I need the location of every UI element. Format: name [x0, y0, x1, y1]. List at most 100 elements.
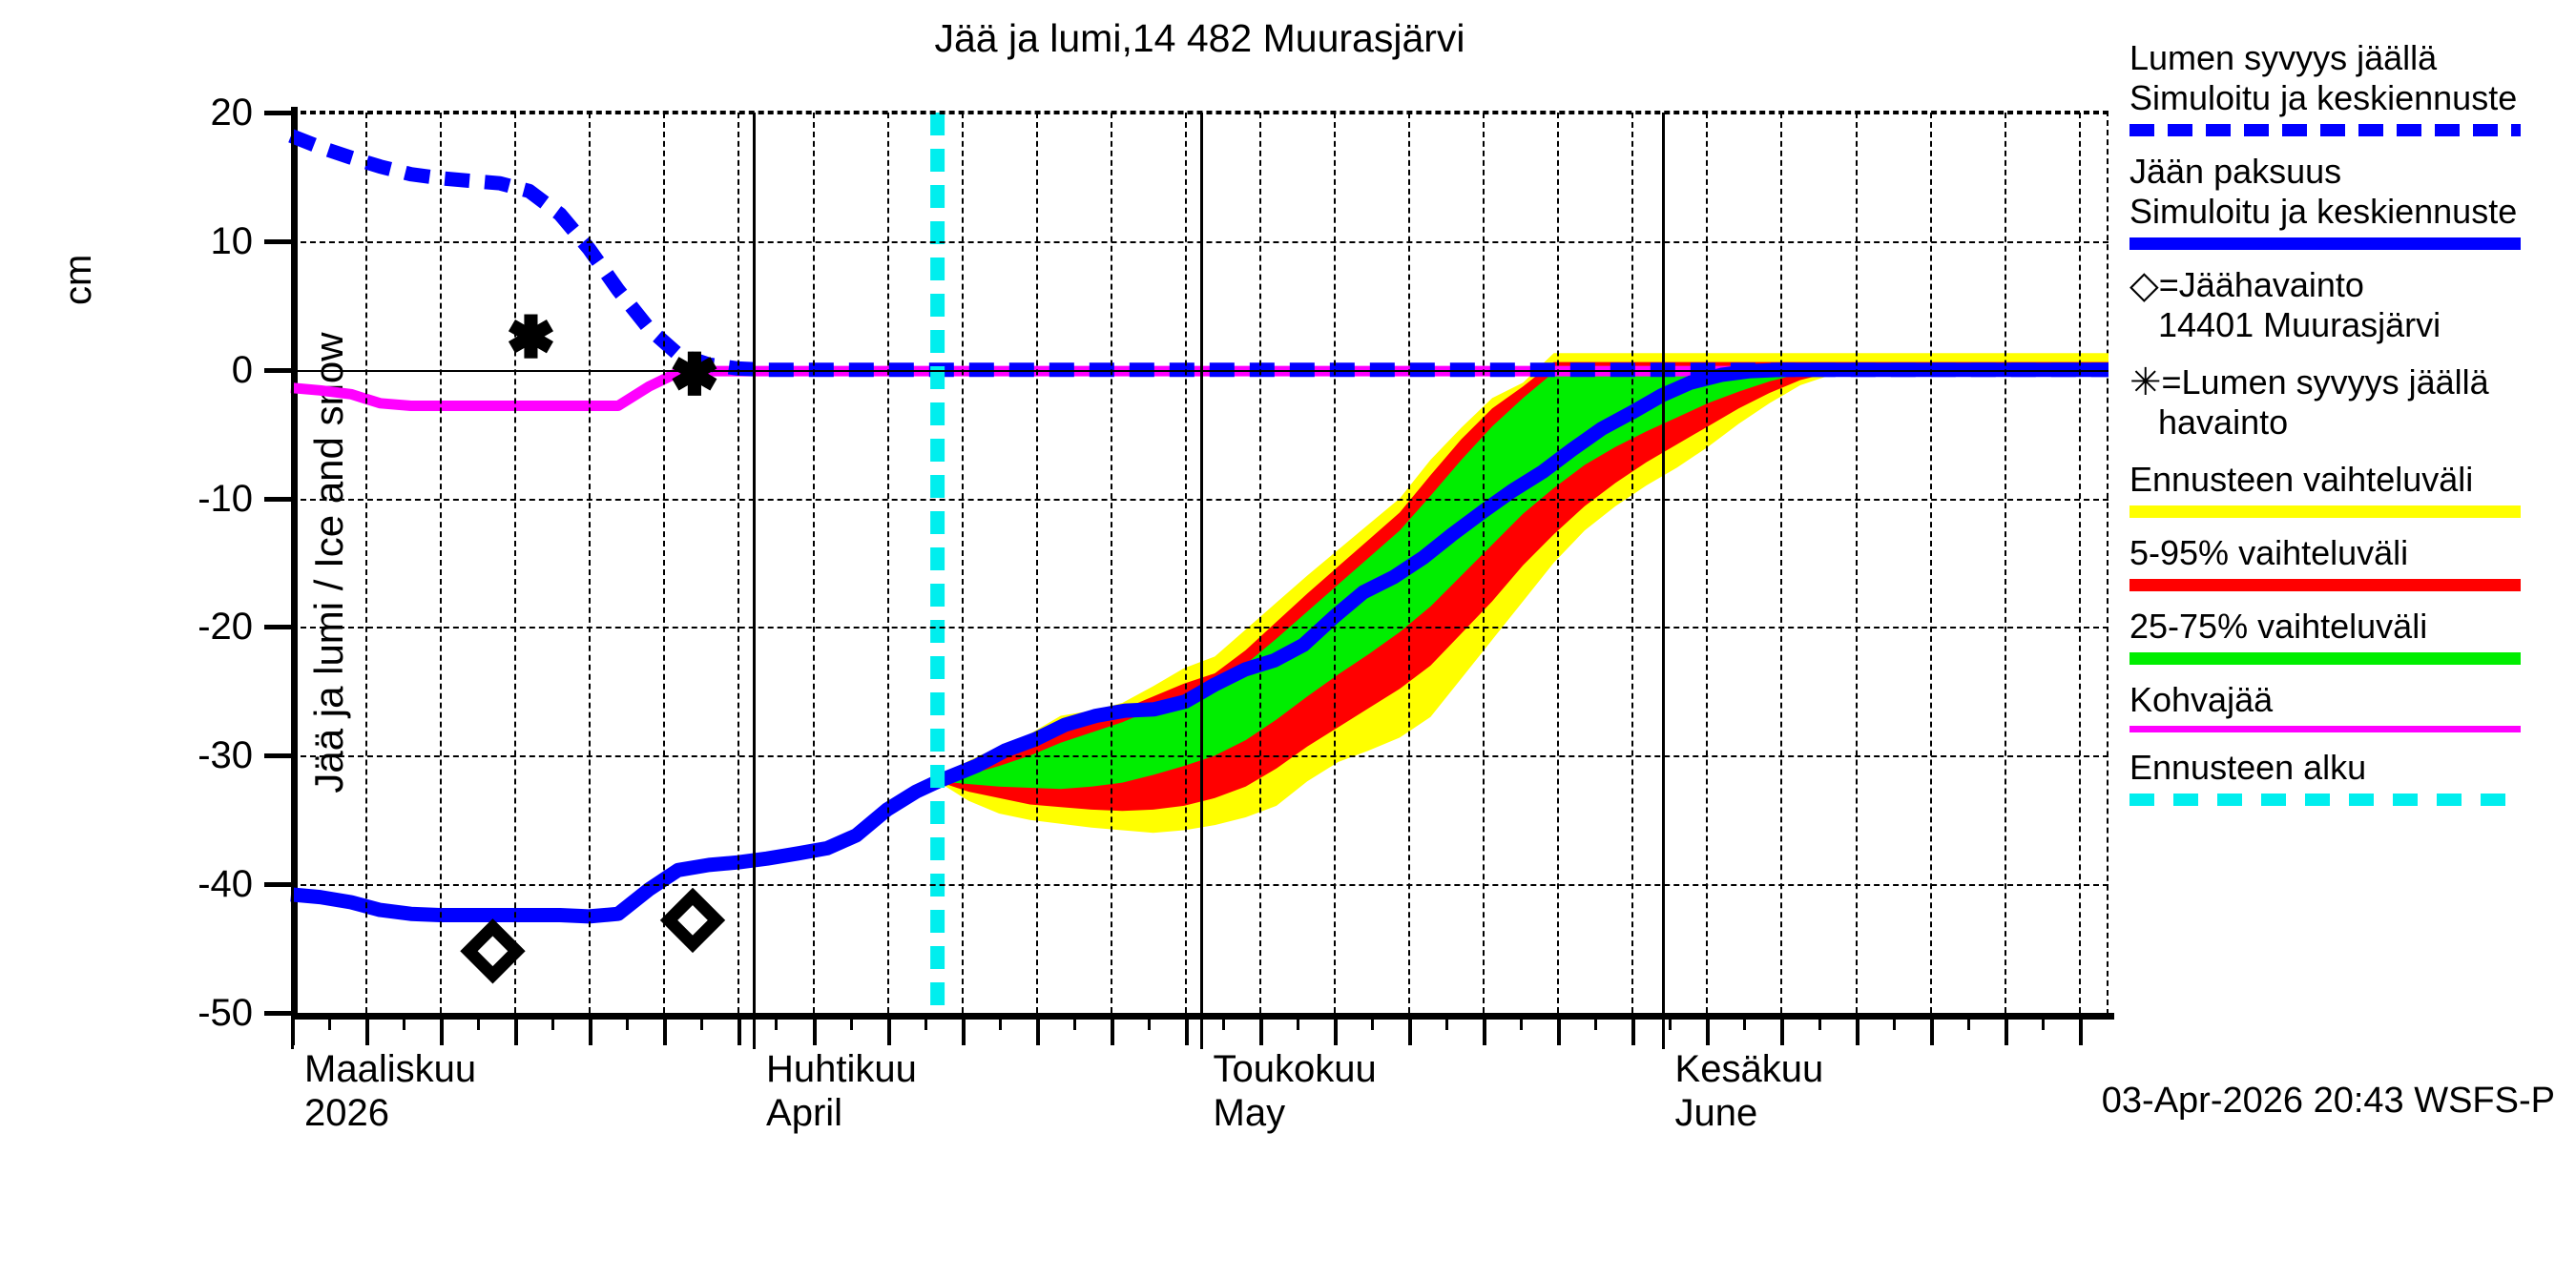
x-axis-tick [1184, 1013, 1189, 1045]
legend-item-ice-observation[interactable]: ◇ =Jäähavainto 14401 Muurasjärvi [2129, 265, 2549, 345]
x-axis-tick [328, 1013, 332, 1030]
asterisk-icon: ✳ [2129, 361, 2162, 403]
x-axis-month-label: Huhtikuu April [766, 1047, 917, 1135]
x-axis-tick [1966, 1013, 1970, 1030]
x-axis-tick [626, 1013, 630, 1030]
gridline-vertical [1631, 113, 1634, 1013]
gridline-vertical [365, 113, 368, 1013]
gridline-vertical [886, 113, 889, 1013]
gridline-vertical [2004, 113, 2006, 1013]
y-axis-tick-label: -40 [197, 863, 253, 906]
snow-observation-marker [509, 314, 553, 359]
x-axis-tick [1445, 1013, 1449, 1030]
x-axis-tick [1706, 1013, 1711, 1045]
x-axis-tick [477, 1013, 481, 1030]
x-axis-month-label-en: April [766, 1092, 843, 1134]
y-axis-tick [264, 882, 291, 888]
y-axis-tick-label: -20 [197, 606, 253, 649]
x-axis-tick [924, 1013, 927, 1030]
y-axis-tick [264, 496, 291, 502]
legend-swatch-slush-ice [2129, 726, 2521, 732]
ice-observation-marker [460, 918, 526, 984]
legend-item-snow-depth-sim[interactable]: Lumen syvyys jäällä Simuloitu ja keskienn… [2129, 38, 2549, 136]
x-axis-tick [1669, 1013, 1672, 1030]
y-axis-tick-label: -10 [197, 477, 253, 520]
x-axis-tick [2041, 1013, 2045, 1030]
legend-label: 5-95% vaihteluväli [2129, 533, 2409, 572]
page-title: Jää ja lumi,14 482 Muurasjärvi [934, 16, 1465, 60]
y-axis-tick [264, 238, 291, 244]
legend-item-ice-thickness-sim[interactable]: Jään paksuus Simuloitu ja keskiennuste [2129, 152, 2549, 250]
x-axis-tick [1892, 1013, 1896, 1030]
legend-swatch-range-5-95 [2129, 579, 2521, 591]
series-snow-depth [288, 129, 2109, 378]
y-axis-tick [264, 1011, 291, 1016]
x-axis-tick [365, 1013, 370, 1045]
y-axis-tick-label: 20 [210, 92, 254, 134]
legend-label-sub: 14401 Muurasjärvi [2158, 305, 2441, 344]
x-axis-tick [1296, 1013, 1299, 1030]
month-boundary-line [1199, 113, 1203, 1049]
x-axis-tick [2004, 1013, 2008, 1045]
x-axis-tick [775, 1013, 779, 1030]
legend-marker-row: ◇ =Jäähavainto [2129, 265, 2549, 305]
x-axis-month-label: Toukokuu May [1214, 1047, 1377, 1135]
legend-label: 25-75% vaihteluväli [2129, 607, 2428, 646]
legend-swatch-ice-thickness-sim [2129, 237, 2521, 250]
chart-series-layer [288, 113, 2109, 1013]
x-axis-tick [1258, 1013, 1263, 1045]
gridline-vertical [1706, 113, 1709, 1013]
x-axis-tick [514, 1013, 519, 1045]
x-axis-tick [1929, 1013, 1934, 1045]
y-axis-tick [264, 753, 291, 759]
x-axis-month-label-en: May [1213, 1092, 1286, 1134]
x-axis-month-label-en: June [1674, 1092, 1758, 1134]
x-axis-tick [1520, 1013, 1524, 1030]
x-axis-tick [1855, 1013, 1859, 1045]
footer-timestamp: 03-Apr-2026 20:43 WSFS-P [2101, 1081, 2555, 1121]
legend-label: Ennusteen alku [2129, 748, 2367, 787]
legend-item-range-5-95[interactable]: 5-95% vaihteluväli [2129, 533, 2549, 591]
gridline-vertical [1258, 113, 1261, 1013]
x-axis-tick [2078, 1013, 2083, 1045]
y-axis-tick [264, 625, 291, 630]
ice-observation-marker [659, 887, 726, 954]
y-axis-tick-label: -30 [197, 734, 253, 777]
gridline-vertical [1557, 113, 1560, 1013]
gridline-vertical [589, 113, 592, 1013]
legend-swatch-snow-depth-sim [2129, 124, 2521, 136]
x-axis-tick [1631, 1013, 1636, 1045]
legend-item-forecast-range[interactable]: Ennusteen vaihteluväli [2129, 460, 2549, 518]
x-axis-month-label-fi: Toukokuu [1213, 1048, 1377, 1090]
x-axis-tick [737, 1013, 742, 1045]
x-axis-tick [1594, 1013, 1598, 1030]
x-axis-tick [812, 1013, 817, 1045]
x-axis-month-label-en: 2026 [304, 1092, 389, 1134]
y-axis-spine [291, 107, 298, 1019]
legend-item-forecast-start[interactable]: Ennusteen alku [2129, 748, 2549, 806]
x-axis-tick [1483, 1013, 1487, 1045]
legend-item-slush-ice[interactable]: Kohvajää [2129, 680, 2549, 732]
y-axis-tick-label: -50 [197, 992, 253, 1034]
legend-swatch-forecast-start [2129, 794, 2521, 806]
gridline-vertical [440, 113, 443, 1013]
x-axis-tick [1818, 1013, 1821, 1030]
legend-label: =Jäähavainto [2158, 265, 2364, 304]
y-axis-tick [264, 367, 291, 373]
y-axis-tick [264, 111, 291, 115]
snow-observation-marker [672, 351, 717, 396]
gridline-vertical [1408, 113, 1411, 1013]
legend-item-snow-observation[interactable]: ✳ =Lumen syvyys jäällä havainto [2129, 362, 2549, 443]
legend-item-range-25-75[interactable]: 25-75% vaihteluväli [2129, 607, 2549, 665]
gridline-vertical [1184, 113, 1187, 1013]
gridline-vertical [1110, 113, 1112, 1013]
x-axis-tick [700, 1013, 704, 1030]
x-axis-month-label-fi: Kesäkuu [1674, 1048, 1824, 1090]
gridline-vertical [514, 113, 517, 1013]
gridline-vertical [1035, 113, 1038, 1013]
x-axis-tick [1371, 1013, 1375, 1030]
x-axis-month-label-fi: Huhtikuu [766, 1048, 917, 1090]
gridline-vertical [1780, 113, 1783, 1013]
month-boundary-line [1661, 113, 1665, 1049]
x-axis-tick [663, 1013, 668, 1045]
